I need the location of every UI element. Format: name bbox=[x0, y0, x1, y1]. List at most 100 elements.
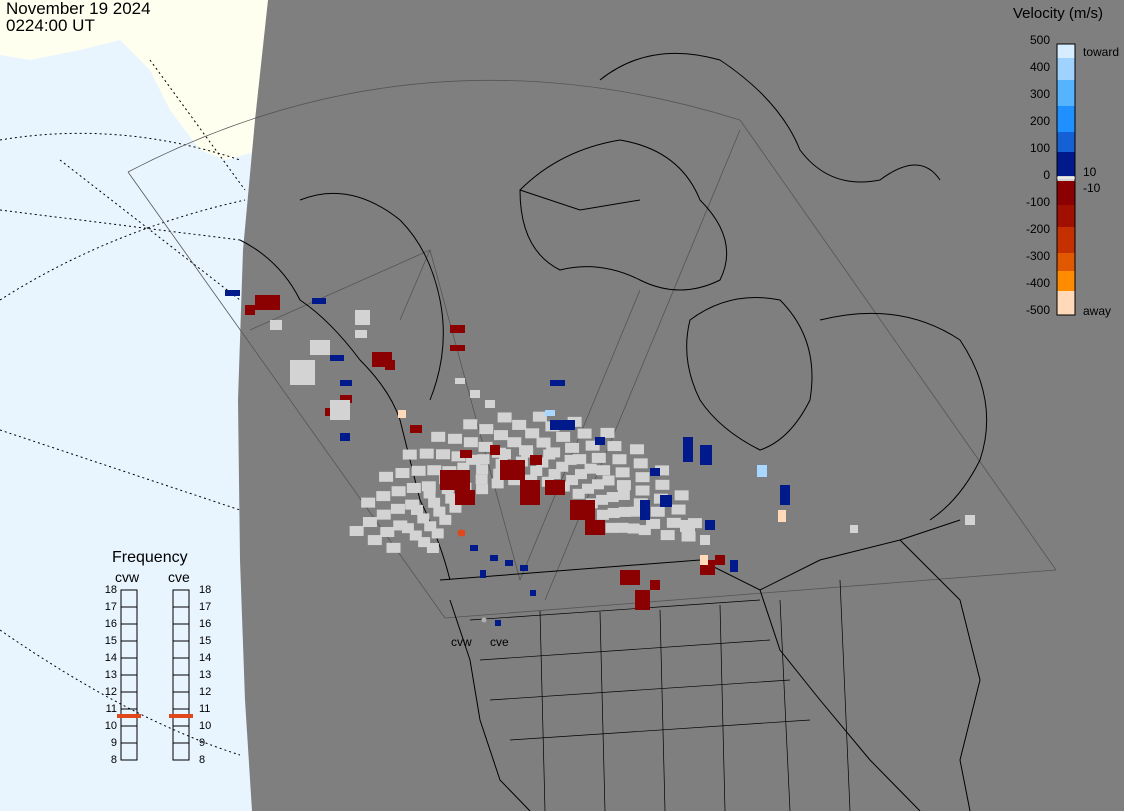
frequency-tick-left: 14 bbox=[104, 652, 117, 664]
toward-label: toward bbox=[1083, 45, 1120, 59]
velocity-cell bbox=[340, 380, 352, 386]
velocity-cell bbox=[617, 489, 630, 500]
velocity-cell bbox=[530, 465, 543, 476]
velocity-cell bbox=[448, 433, 463, 444]
velocity-cell bbox=[683, 437, 693, 462]
velocity-cell bbox=[428, 497, 441, 508]
date-label: November 19 2024 bbox=[6, 0, 151, 18]
velocity-cell bbox=[270, 320, 282, 330]
frequency-tick-right: 9 bbox=[199, 737, 206, 749]
velocity-cell bbox=[630, 506, 643, 517]
velocity-cell bbox=[556, 431, 571, 442]
velocity-cell bbox=[508, 475, 521, 486]
velocity-cell bbox=[507, 437, 522, 448]
velocity-cell bbox=[478, 441, 493, 452]
velocity-cell bbox=[330, 400, 350, 420]
velocity-cell bbox=[455, 490, 475, 505]
velocity-cell bbox=[426, 543, 439, 554]
velocity-cell bbox=[485, 400, 495, 408]
velocity-cell bbox=[423, 488, 436, 499]
velocity-cell bbox=[290, 360, 315, 385]
velocity-cell bbox=[380, 526, 395, 537]
velocity-cell bbox=[700, 555, 708, 565]
velocity-cell bbox=[376, 491, 391, 502]
frequency-tick-right: 18 bbox=[199, 584, 212, 596]
velocity-cell bbox=[225, 290, 240, 296]
velocity-cell bbox=[638, 525, 651, 536]
velocity-cell bbox=[965, 515, 975, 525]
frequency-tick-left: 12 bbox=[104, 686, 117, 698]
velocity-cell bbox=[570, 500, 595, 520]
velocity-cell bbox=[457, 462, 470, 473]
velocity-cell bbox=[585, 440, 600, 451]
velocity-cell bbox=[585, 520, 605, 535]
velocity-cell bbox=[386, 542, 401, 553]
colorbar-tick-label: 500 bbox=[1029, 33, 1050, 47]
radar-label-cvw: cvw bbox=[451, 635, 472, 649]
velocity-cell bbox=[379, 471, 394, 482]
velocity-cell bbox=[521, 447, 534, 458]
velocity-cell bbox=[680, 520, 695, 532]
velocity-cell bbox=[421, 481, 436, 492]
velocity-cell bbox=[615, 467, 630, 478]
velocity-cell bbox=[595, 437, 605, 445]
velocity-cell bbox=[493, 468, 506, 479]
frequency-tick-left: 13 bbox=[104, 669, 117, 681]
frequency-tick-left: 18 bbox=[104, 584, 117, 596]
cve-frequency-marker bbox=[169, 714, 193, 718]
frequency-markers bbox=[117, 714, 193, 718]
velocity-cell bbox=[633, 458, 648, 469]
velocity-cell bbox=[433, 506, 446, 517]
colorbar-tick-label: 300 bbox=[1029, 87, 1050, 101]
velocity-cell bbox=[545, 480, 565, 495]
velocity-cell bbox=[385, 360, 395, 370]
velocity-cell bbox=[574, 469, 587, 480]
velocity-cell bbox=[605, 522, 618, 533]
cb-seg bbox=[1057, 152, 1075, 176]
velocity-cell bbox=[629, 444, 644, 455]
cb-seg bbox=[1057, 271, 1075, 291]
colorbar-tick-label: 0 bbox=[1043, 168, 1050, 182]
velocity-cell bbox=[520, 480, 540, 505]
velocity-cells bbox=[225, 290, 975, 626]
velocity-cell bbox=[640, 500, 650, 520]
velocity-cell bbox=[424, 521, 437, 532]
velocity-cell bbox=[402, 449, 417, 460]
small-negative-label: -10 bbox=[1083, 181, 1101, 195]
velocity-cell bbox=[455, 378, 465, 384]
velocity-cell bbox=[419, 448, 434, 459]
frequency-title: Frequency bbox=[112, 549, 188, 566]
velocity-cell bbox=[340, 433, 350, 441]
frequency-radar-cve: cve bbox=[168, 569, 190, 585]
velocity-cell bbox=[476, 464, 489, 475]
velocity-cell bbox=[411, 465, 426, 476]
cb-seg bbox=[1057, 80, 1075, 106]
velocity-cell bbox=[477, 454, 490, 465]
velocity-cell bbox=[596, 494, 609, 505]
cb-seg bbox=[1057, 181, 1075, 205]
grid-lines bbox=[0, 59, 246, 756]
velocity-cell bbox=[635, 472, 650, 483]
velocity-cell bbox=[525, 474, 538, 485]
velocity-cell bbox=[498, 449, 511, 460]
velocity-cell bbox=[491, 478, 504, 489]
velocity-cell bbox=[410, 425, 422, 433]
velocity-cell bbox=[780, 485, 790, 505]
cb-seg bbox=[1057, 205, 1075, 227]
frequency-tick-left: 8 bbox=[110, 754, 117, 766]
colorbar-tick-label: 400 bbox=[1029, 60, 1050, 74]
velocity-cell bbox=[606, 492, 619, 503]
velocity-cell bbox=[463, 419, 478, 430]
velocity-cell bbox=[850, 525, 858, 533]
velocity-cell bbox=[411, 504, 424, 515]
velocity-cell bbox=[543, 449, 556, 460]
cb-seg bbox=[1057, 253, 1075, 271]
velocity-cell bbox=[476, 484, 489, 495]
velocity-legend-title: Velocity (m/s) bbox=[1013, 5, 1104, 22]
frequency-tick-left: 10 bbox=[104, 720, 117, 732]
frequency-tick-left: 17 bbox=[104, 601, 117, 613]
velocity-cell bbox=[470, 545, 478, 551]
velocity-cell bbox=[660, 530, 675, 541]
velocity-cell bbox=[596, 465, 611, 476]
velocity-cell bbox=[536, 437, 551, 448]
